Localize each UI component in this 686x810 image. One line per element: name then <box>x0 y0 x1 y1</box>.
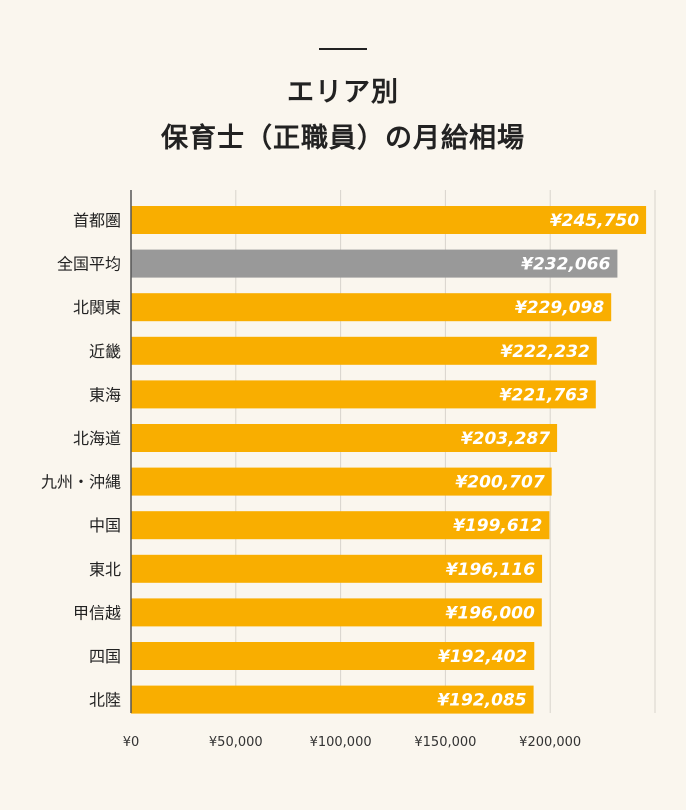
category-label: 全国平均 <box>57 255 121 274</box>
x-tick-label: ¥0 <box>123 735 140 750</box>
bar <box>131 424 558 452</box>
bar <box>131 554 543 583</box>
value-label: ¥196,116 <box>446 560 535 580</box>
category-label: 近畿 <box>89 342 121 361</box>
category-label: 首都圏 <box>73 211 121 230</box>
bar <box>131 293 612 322</box>
bar <box>131 380 596 409</box>
bar <box>131 206 647 234</box>
category-label: 北関東 <box>73 298 121 317</box>
category-label: 中国 <box>89 516 121 535</box>
title-rule <box>319 48 367 50</box>
value-label: ¥199,612 <box>453 516 542 536</box>
value-label: ¥203,287 <box>461 429 550 449</box>
value-label: ¥245,750 <box>550 211 639 231</box>
value-label: ¥196,000 <box>446 603 535 623</box>
bar <box>131 685 534 714</box>
value-label: ¥229,098 <box>515 298 604 318</box>
bar <box>131 249 618 278</box>
value-label: ¥200,707 <box>455 473 544 493</box>
x-tick-label: ¥50,000 <box>209 735 263 750</box>
bar <box>131 598 542 627</box>
category-label: 四国 <box>89 647 121 666</box>
chart-title-line2: 保育士（正職員）の月給相場 <box>161 123 525 154</box>
bar <box>131 336 597 365</box>
category-label: 北陸 <box>89 691 121 710</box>
category-label: 北海道 <box>73 429 121 448</box>
value-label: ¥232,066 <box>521 255 610 275</box>
category-label: 甲信越 <box>73 603 121 622</box>
value-label: ¥221,763 <box>500 385 589 405</box>
x-tick-label: ¥150,000 <box>414 735 476 750</box>
x-tick-label: ¥200,000 <box>519 735 581 750</box>
value-label: ¥192,402 <box>438 647 527 667</box>
bar <box>131 511 550 540</box>
bar <box>131 467 552 496</box>
chart-title-line1: エリア別 <box>287 77 399 108</box>
category-label: 東海 <box>89 385 121 404</box>
category-label: 東北 <box>89 560 121 579</box>
value-label: ¥222,232 <box>501 342 590 362</box>
category-label: 九州・沖縄 <box>41 473 121 492</box>
value-label: ¥192,085 <box>437 691 526 711</box>
x-tick-label: ¥100,000 <box>310 735 372 750</box>
bar <box>131 642 535 670</box>
